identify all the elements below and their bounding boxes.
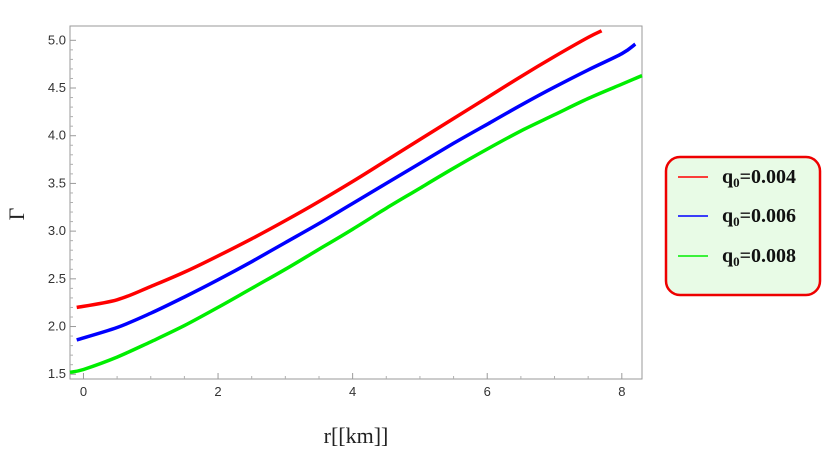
series-line-1	[76, 29, 603, 310]
series-line-3	[69, 73, 643, 375]
y-tick-label: 2.5	[48, 271, 66, 286]
y-tick-label: 3.0	[48, 223, 66, 238]
y-axis-title: Γ	[4, 207, 29, 220]
legend-label: q0=0.006	[722, 205, 796, 229]
series-lines	[69, 29, 643, 375]
legend-label: q0=0.004	[722, 166, 796, 190]
legend-box	[664, 155, 822, 297]
series-line-2	[76, 42, 637, 342]
x-tick-label: 2	[214, 384, 221, 399]
x-tick-label: 6	[484, 384, 491, 399]
y-tick-label: 3.5	[48, 175, 66, 190]
x-tick-label: 0	[80, 384, 87, 399]
legend: q0=0.004 q0=0.006 q0=0.008	[664, 155, 822, 297]
legend-item: q0=0.004	[678, 166, 796, 190]
legend-item: q0=0.006	[678, 205, 796, 229]
y-axis: 1.5 2.0 2.5 3.0 3.5 4.0 4.5 5.0	[48, 32, 76, 381]
x-axis-title: r[[km]]	[324, 423, 389, 448]
y-tick-label: 5.0	[48, 32, 66, 47]
x-tick-label: 4	[349, 384, 356, 399]
y-tick-label: 2.0	[48, 319, 66, 334]
x-axis: 0 2 4 6 8	[80, 373, 625, 399]
legend-label: q0=0.008	[722, 245, 796, 269]
y-tick-label: 4.0	[48, 128, 66, 143]
y-tick-label: 4.5	[48, 80, 66, 95]
y-tick-label: 1.5	[48, 366, 66, 381]
legend-item: q0=0.008	[678, 245, 796, 269]
x-tick-label: 8	[618, 384, 625, 399]
